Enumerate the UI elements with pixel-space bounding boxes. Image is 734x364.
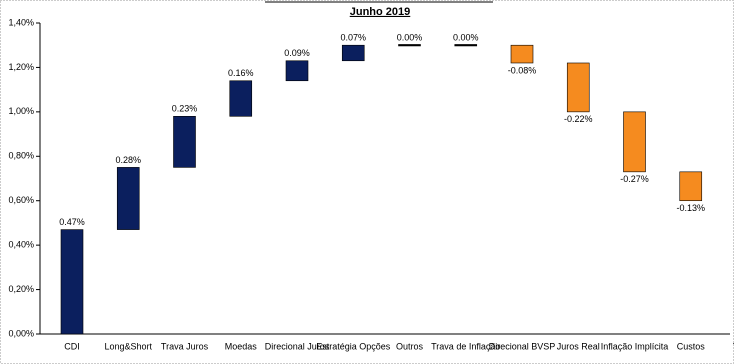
y-tick-label: 1,00% bbox=[8, 106, 34, 116]
y-tick-label: 0,60% bbox=[8, 195, 34, 205]
bar bbox=[60, 229, 84, 335]
bar bbox=[454, 44, 478, 47]
bar bbox=[173, 116, 196, 168]
y-tick-label: 0,00% bbox=[8, 328, 34, 338]
value-label: -0.22% bbox=[564, 114, 593, 124]
value-label: 0.07% bbox=[340, 33, 366, 43]
chart-title: Junho 2019 bbox=[350, 6, 411, 18]
y-tick-label: 0,80% bbox=[8, 151, 34, 161]
value-label: 0.28% bbox=[115, 155, 141, 165]
x-tick-label: CDI bbox=[64, 341, 80, 351]
x-tick-label: Estratégia Opções bbox=[316, 341, 391, 351]
x-tick-label: Direcional BVSP bbox=[489, 341, 556, 351]
bar bbox=[679, 171, 703, 202]
bar bbox=[285, 60, 309, 82]
value-label: -0.13% bbox=[676, 203, 705, 213]
x-tick-label: Moedas bbox=[225, 341, 258, 351]
value-label: 0.09% bbox=[284, 48, 310, 58]
y-tick-label: 0,40% bbox=[8, 240, 34, 250]
bar bbox=[229, 80, 253, 117]
y-tick-label: 1,40% bbox=[8, 17, 34, 27]
bar bbox=[623, 111, 646, 173]
value-label: 0.47% bbox=[59, 217, 85, 227]
value-label: -0.08% bbox=[508, 65, 537, 75]
value-label: 0.00% bbox=[397, 33, 423, 43]
x-tick-label: Trava Juros bbox=[161, 341, 209, 351]
x-tick-label: Trava de Inflação bbox=[431, 341, 500, 351]
x-tick-label: Outros bbox=[396, 341, 424, 351]
value-label: -0.27% bbox=[620, 174, 649, 184]
x-tick-label: Juros Real bbox=[557, 341, 600, 351]
y-tick-label: 0,20% bbox=[8, 284, 34, 294]
bar bbox=[116, 167, 140, 230]
x-tick-label: Inflação Implícita bbox=[601, 341, 669, 351]
x-tick-label: Custos bbox=[677, 341, 706, 351]
bar bbox=[341, 44, 365, 62]
value-label: 0.16% bbox=[228, 68, 254, 78]
bar bbox=[510, 44, 534, 64]
x-tick-label: Direcional Juros bbox=[265, 341, 330, 351]
x-tick-label: TOTAL bbox=[733, 341, 734, 351]
value-label: 0.00% bbox=[453, 33, 479, 43]
y-tick-label: 1,20% bbox=[8, 62, 34, 72]
bar bbox=[398, 44, 421, 47]
value-label: 0.23% bbox=[172, 104, 198, 114]
x-tick-label: Long&Short bbox=[104, 341, 152, 351]
bar bbox=[566, 62, 590, 113]
